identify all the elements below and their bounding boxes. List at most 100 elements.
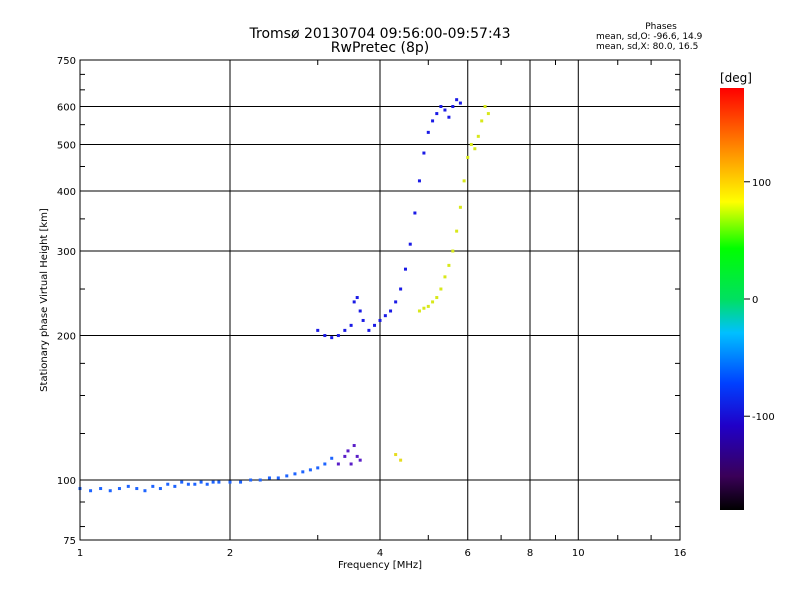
data-point xyxy=(316,466,320,470)
data-point xyxy=(343,328,347,332)
data-point xyxy=(293,472,297,476)
data-point xyxy=(239,480,243,484)
data-point xyxy=(447,115,451,119)
colorbar-tick-label: -100 xyxy=(752,412,775,423)
x-tick-label: 2 xyxy=(227,548,233,559)
data-point xyxy=(455,229,459,233)
data-point xyxy=(173,484,177,488)
data-point xyxy=(301,470,305,474)
data-points xyxy=(78,98,490,493)
data-point xyxy=(373,323,377,327)
data-point xyxy=(349,323,353,327)
y-axis-label: Stationary phase Virtual Height [km] xyxy=(39,208,50,392)
data-point xyxy=(483,105,487,109)
phases-heading: Phases xyxy=(645,22,677,32)
data-point xyxy=(431,300,435,304)
data-point xyxy=(413,211,417,215)
data-point xyxy=(352,300,356,304)
colorbar-label: [deg] xyxy=(720,71,752,85)
data-point xyxy=(180,480,184,484)
data-point xyxy=(443,275,447,279)
x-tick-label: 8 xyxy=(527,548,533,559)
data-point xyxy=(249,478,253,482)
data-point xyxy=(466,155,470,159)
data-point xyxy=(355,296,359,300)
y-tick-label: 600 xyxy=(57,103,76,114)
data-point xyxy=(117,487,121,491)
data-point xyxy=(126,484,130,488)
data-point xyxy=(476,134,480,138)
data-point xyxy=(228,480,232,484)
x-tick-label: 1 xyxy=(77,548,83,559)
x-tick-label: 10 xyxy=(572,548,585,559)
grid-lines xyxy=(80,60,680,540)
colorbar-tick-label: 100 xyxy=(752,178,771,189)
data-point xyxy=(443,108,447,112)
phases-x-stats: mean, sd,X: 80.0, 16.5 xyxy=(596,42,699,52)
data-point xyxy=(435,112,439,116)
data-point xyxy=(323,462,327,466)
data-point xyxy=(399,287,403,291)
data-point xyxy=(383,314,387,318)
data-point xyxy=(211,480,215,484)
data-point xyxy=(408,242,412,246)
data-point xyxy=(276,476,280,480)
y-tick-label: 750 xyxy=(57,56,76,67)
data-point xyxy=(193,482,197,486)
data-point xyxy=(355,454,359,458)
data-point xyxy=(352,444,356,448)
data-point xyxy=(166,482,170,486)
data-point xyxy=(439,287,443,291)
data-point xyxy=(285,474,289,478)
data-point xyxy=(417,309,421,313)
data-point xyxy=(336,462,340,466)
x-axis-ticks: 1 2 4 6 8 10 16 xyxy=(77,60,687,559)
data-point xyxy=(199,480,203,484)
data-point xyxy=(151,484,155,488)
data-point xyxy=(258,478,262,482)
data-point xyxy=(336,334,340,338)
data-point xyxy=(426,130,430,134)
data-point xyxy=(330,456,334,460)
data-point xyxy=(205,482,209,486)
data-point xyxy=(346,449,350,453)
data-point xyxy=(89,489,93,493)
phases-o-stats: mean, sd,O: -96.6, 14.9 xyxy=(596,32,703,42)
colorbar xyxy=(720,88,744,510)
data-point xyxy=(422,306,426,310)
data-point xyxy=(455,98,459,102)
x-tick-label: 16 xyxy=(674,548,687,559)
data-point xyxy=(394,300,398,304)
y-axis-ticks: 75 100 200 300 400 500 600 750 xyxy=(57,56,680,547)
data-point xyxy=(358,309,362,313)
data-point xyxy=(323,334,327,338)
data-point xyxy=(108,489,112,493)
y-tick-label: 500 xyxy=(57,141,76,152)
data-point xyxy=(417,179,421,183)
data-point xyxy=(458,101,462,105)
data-point xyxy=(135,487,139,491)
data-point xyxy=(358,458,362,462)
plot-frame xyxy=(79,59,681,541)
chart-subtitle: RwPretec (8p) xyxy=(330,40,430,56)
data-point xyxy=(378,318,382,322)
data-point xyxy=(469,143,473,147)
data-point xyxy=(439,105,443,109)
data-point xyxy=(486,112,490,116)
data-point xyxy=(462,179,466,183)
data-point xyxy=(158,487,162,491)
data-point xyxy=(367,328,371,332)
data-point xyxy=(316,328,320,332)
data-point xyxy=(431,119,435,123)
y-tick-label: 400 xyxy=(57,187,76,198)
chart-title-block: Tromsø 20130704 09:56:00-09:57:43 RwPret… xyxy=(230,27,530,55)
y-tick-label: 300 xyxy=(57,247,76,258)
data-point xyxy=(343,454,347,458)
data-point xyxy=(458,205,462,209)
data-point xyxy=(394,453,398,457)
x-axis-label: Frequency [MHz] xyxy=(338,560,422,571)
data-point xyxy=(389,309,393,313)
data-point xyxy=(399,458,403,462)
data-point xyxy=(473,147,477,151)
